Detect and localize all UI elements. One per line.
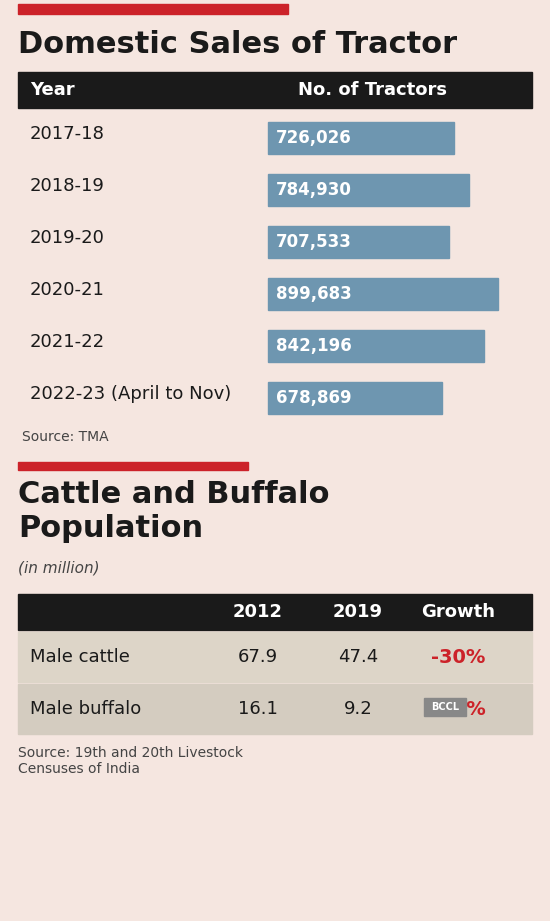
Text: 707,533: 707,533 (276, 233, 352, 251)
Text: 2017-18: 2017-18 (30, 125, 105, 143)
Bar (18, 684, 532, 734)
Text: 2012: 2012 (233, 603, 283, 621)
Bar (18, 632, 532, 682)
Text: -30%: -30% (431, 647, 485, 667)
Text: 899,683: 899,683 (276, 285, 352, 303)
Text: 67.9: 67.9 (238, 648, 278, 666)
Text: Population: Population (18, 514, 203, 543)
Text: BCCL: BCCL (431, 702, 459, 712)
Bar (18, 462, 248, 470)
Text: 678,869: 678,869 (276, 389, 351, 407)
Text: 47.4: 47.4 (338, 648, 378, 666)
Text: Cattle and Buffalo: Cattle and Buffalo (18, 480, 329, 509)
Text: 2022-23 (April to Nov): 2022-23 (April to Nov) (30, 385, 231, 403)
Text: 726,026: 726,026 (276, 129, 352, 147)
Text: 2020-21: 2020-21 (30, 281, 105, 299)
Text: Male buffalo: Male buffalo (30, 700, 141, 718)
Text: 842,196: 842,196 (276, 337, 352, 355)
Text: 2018-19: 2018-19 (30, 177, 105, 195)
Bar (268, 174, 469, 206)
Bar (18, 72, 532, 108)
Text: 784,930: 784,930 (276, 181, 352, 199)
Text: No. of Tractors: No. of Tractors (298, 81, 447, 99)
Text: 2019: 2019 (333, 603, 383, 621)
Text: Male cattle: Male cattle (30, 648, 130, 666)
Bar (268, 330, 483, 362)
Text: 2021-22: 2021-22 (30, 333, 105, 351)
Text: Source: TMA: Source: TMA (22, 430, 109, 444)
Text: 16.1: 16.1 (238, 700, 278, 718)
Bar (268, 278, 498, 310)
Bar (18, 594, 532, 630)
Bar (18, 4, 288, 14)
Text: Domestic Sales of Tractor: Domestic Sales of Tractor (18, 30, 457, 59)
Text: Growth: Growth (421, 603, 495, 621)
Text: (in million): (in million) (18, 560, 100, 575)
Text: -42%: -42% (431, 700, 485, 718)
Bar (268, 226, 449, 258)
Bar (268, 122, 454, 154)
Text: Year: Year (30, 81, 75, 99)
Bar (268, 382, 442, 414)
Text: 2019-20: 2019-20 (30, 229, 105, 247)
Bar (424, 698, 466, 716)
Text: 9.2: 9.2 (344, 700, 372, 718)
Text: Source: 19th and 20th Livestock
Censuses of India: Source: 19th and 20th Livestock Censuses… (18, 746, 243, 776)
